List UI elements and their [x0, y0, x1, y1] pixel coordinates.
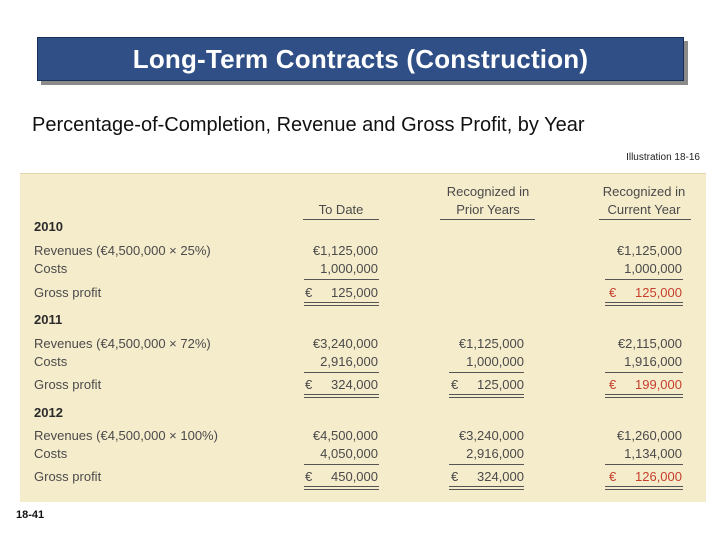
cell-to-date: 2,916,000 [320, 354, 378, 369]
sum-rule [449, 464, 524, 465]
sum-rule [304, 464, 379, 465]
total-double-rule [605, 394, 683, 398]
sum-rule [304, 372, 379, 373]
row-label: Gross profit [34, 377, 102, 392]
cell-to-date: €4,500,000 [312, 428, 378, 443]
header-underline [303, 219, 379, 220]
cell-prior: 125,000 [477, 377, 524, 392]
cell-current: €2,115,000 [617, 336, 682, 351]
row-label: Costs [34, 446, 68, 461]
cell-prior: €3,240,000 [458, 428, 524, 443]
cell-to-date: 324,000 [331, 377, 378, 392]
cell-to-date: 4,050,000 [320, 446, 378, 461]
row-label: Costs [34, 261, 68, 276]
header-underline [599, 219, 691, 220]
slide-subtitle: Percentage-of-Completion, Revenue and Gr… [32, 114, 585, 136]
cell-current: 126,000 [635, 469, 682, 484]
header-to-date: To Date [318, 202, 364, 217]
total-double-rule [304, 394, 379, 398]
total-double-rule [304, 302, 379, 306]
cell-to-date: 125,000 [331, 285, 378, 300]
sum-rule [304, 279, 379, 280]
sum-rule [605, 464, 683, 465]
header-current-line1: Recognized in [602, 184, 686, 199]
slide-title: Long-Term Contracts (Construction) [132, 43, 589, 74]
total-double-rule [605, 486, 683, 490]
cell-prior: 2,916,000 [466, 446, 524, 461]
header-underline [440, 219, 535, 220]
page-number: 18-41 [16, 509, 45, 521]
cell-current: €1,260,000 [616, 428, 682, 443]
row-label: Costs [34, 354, 68, 369]
cell-current: 1,916,000 [624, 354, 682, 369]
cell-to-date: €1,125,000 [312, 243, 378, 258]
currency-symbol: € [305, 285, 313, 300]
currency-symbol: € [451, 377, 459, 392]
cell-current: 1,000,000 [624, 261, 682, 276]
currency-symbol: € [609, 469, 617, 484]
total-double-rule [449, 394, 524, 398]
sum-rule [605, 279, 683, 280]
total-double-rule [449, 486, 524, 490]
slide-title-bar: Long-Term Contracts (Construction) [37, 37, 684, 81]
row-label: Gross profit [34, 469, 102, 484]
year-label: 2010 [34, 219, 63, 234]
header-prior-line2: Prior Years [456, 202, 520, 217]
schedule-panel [20, 173, 706, 502]
header-prior-line1: Recognized in [446, 184, 530, 199]
row-label: Revenues (€4,500,000 × 100%) [34, 428, 218, 443]
cell-prior: €1,125,000 [458, 336, 524, 351]
total-double-rule [304, 486, 379, 490]
currency-symbol: € [609, 285, 617, 300]
cell-to-date: 1,000,000 [320, 261, 378, 276]
year-label: 2011 [34, 312, 63, 327]
row-label: Revenues (€4,500,000 × 72%) [34, 336, 211, 351]
illustration-label: Illustration 18-16 [626, 152, 700, 163]
cell-to-date: 450,000 [331, 469, 378, 484]
header-current-line2: Current Year [607, 202, 681, 217]
sum-rule [605, 372, 683, 373]
year-label: 2012 [34, 405, 63, 420]
sum-rule [449, 372, 524, 373]
cell-prior: 324,000 [477, 469, 524, 484]
cell-current: 125,000 [635, 285, 682, 300]
row-label: Revenues (€4,500,000 × 25%) [34, 243, 211, 258]
currency-symbol: € [609, 377, 617, 392]
currency-symbol: € [305, 377, 313, 392]
currency-symbol: € [305, 469, 313, 484]
cell-prior: 1,000,000 [466, 354, 524, 369]
cell-to-date: €3,240,000 [312, 336, 378, 351]
total-double-rule [605, 302, 683, 306]
currency-symbol: € [451, 469, 459, 484]
cell-current: €1,125,000 [616, 243, 682, 258]
cell-current: 1,134,000 [624, 446, 682, 461]
cell-current: 199,000 [635, 377, 682, 392]
row-label: Gross profit [34, 285, 102, 300]
